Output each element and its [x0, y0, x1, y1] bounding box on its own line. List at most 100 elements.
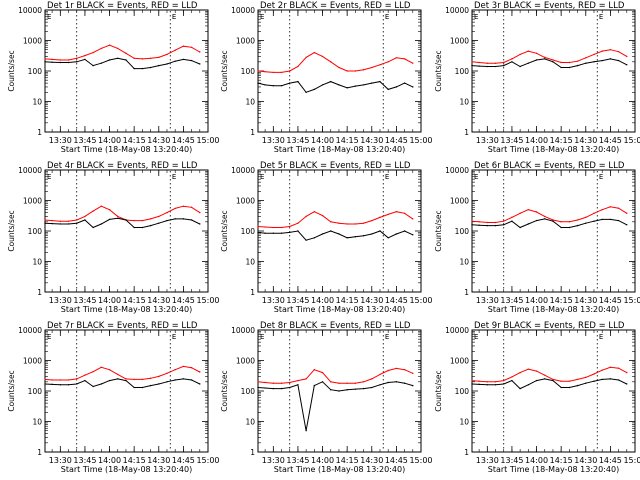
data-point-events: [371, 82, 373, 84]
data-point-events: [535, 379, 538, 382]
x-tick-label: 13:45: [286, 296, 309, 305]
data-point-lld: [272, 226, 275, 229]
y-tick-label: 1: [464, 288, 469, 297]
data-point-lld: [297, 222, 299, 224]
data-point-events: [568, 226, 571, 229]
data-point-events: [412, 86, 414, 88]
data-point-events: [601, 59, 603, 62]
data-point-events: [354, 85, 357, 87]
series-line-events: [44, 57, 200, 70]
data-point-events: [395, 381, 398, 383]
data-point-events: [182, 58, 185, 61]
x-tick-label: 13:45: [73, 296, 96, 305]
e-marker: E: [260, 173, 264, 181]
detector-panel-7: Det 7r BLACK = Events, RED = LLD 1 10 100 10…: [7, 321, 220, 474]
series-line-events: [44, 378, 201, 388]
data-point-events: [141, 386, 144, 389]
data-point-events: [297, 80, 299, 83]
series-line-events: [257, 230, 414, 241]
x-tick-label: 14:30: [574, 296, 597, 305]
data-point-events: [158, 222, 160, 224]
x-tick-label: 15:00: [623, 296, 640, 305]
e-marker: E: [172, 333, 176, 341]
data-point-events: [560, 386, 562, 389]
data-point-lld: [486, 221, 489, 224]
data-point-lld: [535, 211, 538, 213]
data-point-lld: [84, 215, 86, 218]
data-point-lld: [379, 64, 381, 66]
data-point-lld: [108, 368, 111, 371]
data-point-events: [117, 378, 119, 380]
data-point-events: [494, 224, 497, 227]
data-point-lld: [297, 379, 299, 382]
x-tick-label: 13:45: [286, 456, 309, 465]
data-point-events: [576, 224, 579, 227]
y-tick-label: 100: [455, 387, 470, 396]
data-point-events: [84, 219, 86, 221]
data-point-events: [354, 236, 357, 238]
data-point-events: [313, 384, 316, 387]
data-point-lld: [609, 48, 612, 51]
x-axis-label: Start Time (18-May-08 13:20:40): [61, 465, 192, 474]
data-point-lld: [511, 216, 513, 219]
data-point-lld: [321, 371, 324, 374]
data-point-events: [601, 378, 603, 381]
data-point-events: [289, 82, 291, 84]
data-point-lld: [371, 378, 373, 380]
data-point-lld: [330, 61, 332, 63]
data-point-lld: [593, 53, 595, 56]
data-point-events: [379, 230, 381, 232]
e-marker: E: [599, 333, 603, 341]
data-point-events: [478, 224, 480, 226]
x-tick-label: 13:30: [476, 136, 499, 145]
data-point-events: [593, 380, 595, 382]
data-point-events: [486, 384, 489, 386]
y-tick-label: 1000: [450, 37, 469, 46]
data-point-events: [67, 384, 70, 386]
plot-frame: [257, 9, 422, 133]
x-axis-label: Start Time (18-May-08 13:20:40): [61, 305, 192, 314]
data-point-events: [149, 384, 152, 387]
data-point-events: [174, 379, 176, 381]
e-marker: E: [172, 173, 176, 181]
data-point-events: [617, 59, 620, 62]
series-line-events: [471, 218, 628, 229]
series-line-lld: [44, 44, 201, 61]
x-tick-label: 15:00: [196, 136, 219, 145]
data-point-events: [503, 224, 505, 226]
data-point-lld: [601, 208, 603, 211]
x-tick-label: 14:15: [336, 296, 359, 305]
data-point-lld: [108, 208, 111, 211]
data-point-lld: [92, 51, 94, 54]
data-point-lld: [100, 47, 103, 50]
data-point-lld: [511, 376, 513, 378]
data-point-events: [609, 378, 612, 380]
data-point-events: [280, 232, 283, 234]
y-tick-label: 1: [250, 448, 255, 457]
data-point-lld: [486, 62, 489, 64]
data-point-lld: [158, 375, 160, 378]
data-point-lld: [51, 58, 53, 61]
x-tick-label: 13:30: [262, 456, 285, 465]
data-point-lld: [535, 52, 538, 55]
y-tick-label: 100: [455, 67, 470, 76]
x-tick-label: 13:30: [49, 456, 72, 465]
data-point-lld: [297, 65, 299, 68]
data-point-events: [67, 61, 70, 64]
data-point-lld: [395, 367, 398, 370]
data-point-events: [371, 233, 373, 235]
data-point-lld: [494, 62, 497, 64]
data-point-lld: [59, 59, 62, 61]
data-point-events: [346, 237, 348, 239]
series-line-events: [471, 378, 628, 390]
data-point-lld: [412, 372, 414, 375]
y-tick-label: 100: [28, 227, 43, 236]
x-tick-label: 15:00: [196, 296, 219, 305]
data-point-lld: [305, 56, 307, 59]
data-point-events: [362, 235, 365, 237]
x-tick-label: 14:30: [147, 456, 170, 465]
y-tick-label: 100: [28, 67, 43, 76]
panel-title: Det 1r BLACK = Events, RED = LLD: [47, 1, 198, 11]
data-point-lld: [84, 54, 86, 57]
data-point-events: [544, 58, 546, 60]
